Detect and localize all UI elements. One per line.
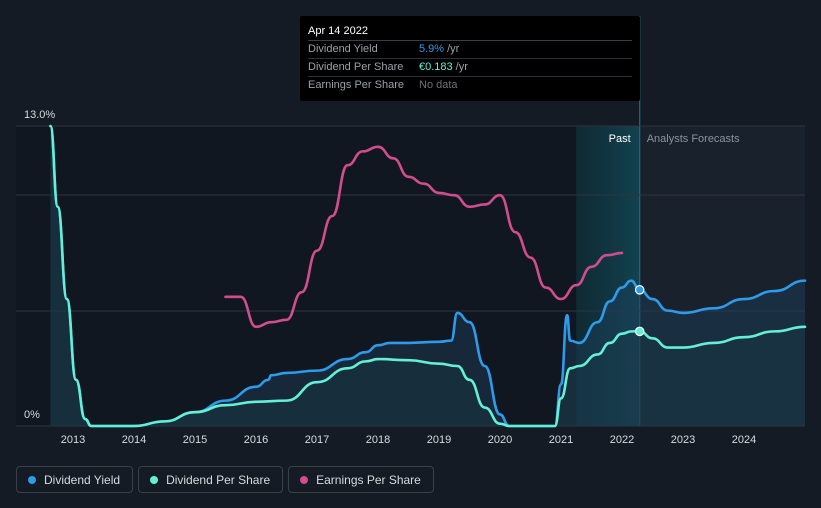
legend-dot-icon	[300, 475, 309, 484]
y-axis-label-top: 13.0%	[24, 109, 55, 121]
x-tick-label: 2019	[427, 434, 451, 446]
tooltip-value: No data	[419, 79, 458, 91]
legend: Dividend Yield Dividend Per Share Earnin…	[16, 466, 434, 493]
forecast-background	[639, 126, 805, 426]
x-tick-label: 2021	[549, 434, 573, 446]
legend-dot-icon	[28, 475, 36, 484]
tooltip-label: Earnings Per Share	[308, 79, 404, 91]
x-tick-label: 2013	[61, 434, 85, 446]
tooltip-label: Dividend Per Share	[308, 61, 404, 73]
tooltip-row-earnings-per-share: Earnings Per Share No data	[308, 77, 632, 94]
legend-item-earnings-per-share[interactable]: Earnings Per Share	[288, 466, 434, 493]
x-tick-label: 2015	[183, 434, 207, 446]
tooltip-unit: /yr	[447, 43, 460, 55]
tooltip: Apr 14 2022 Dividend Yield 5.9% /yr Divi…	[300, 16, 640, 101]
x-tick-label: 2014	[122, 434, 146, 446]
tooltip-date: Apr 14 2022	[308, 23, 632, 41]
x-tick-label: 2016	[244, 434, 268, 446]
forecast-region-label: Analysts Forecasts	[647, 133, 740, 145]
legend-label: Earnings Per Share	[316, 472, 421, 487]
dividend-yield-area	[50, 126, 806, 426]
tooltip-label: Dividend Yield	[308, 43, 378, 55]
past-region-label: Past	[609, 133, 631, 145]
legend-label: Dividend Yield	[44, 472, 121, 487]
tooltip-unit: /yr	[455, 61, 468, 73]
legend-label: Dividend Per Share	[166, 472, 271, 487]
plot-background	[16, 126, 640, 426]
x-tick-label: 2024	[732, 434, 756, 446]
past-highlight-band	[576, 126, 640, 426]
y-axis-label-bottom: 0%	[24, 409, 40, 421]
legend-dot-icon	[150, 475, 159, 484]
dividend-yield-marker	[634, 285, 645, 295]
tooltip-row-dividend-per-share: Dividend Per Share €0.183 /yr	[308, 59, 632, 77]
x-tick-label: 2020	[488, 434, 512, 446]
dividend-per-share-area	[50, 126, 806, 426]
tooltip-value: €0.183	[419, 61, 453, 73]
x-tick-label: 2018	[366, 434, 390, 446]
legend-item-dividend-per-share[interactable]: Dividend Per Share	[138, 466, 284, 493]
dividend-per-share-line	[49, 124, 807, 428]
x-tick-label: 2017	[305, 434, 329, 446]
tooltip-row-dividend-yield: Dividend Yield 5.9% /yr	[308, 41, 632, 59]
legend-item-dividend-yield[interactable]: Dividend Yield	[16, 466, 134, 493]
x-tick-label: 2022	[610, 434, 634, 446]
tooltip-value: 5.9%	[419, 43, 445, 55]
x-tick-label: 2023	[671, 434, 695, 446]
earnings-per-share-line	[224, 145, 624, 329]
dividend-per-share-marker	[634, 326, 645, 337]
